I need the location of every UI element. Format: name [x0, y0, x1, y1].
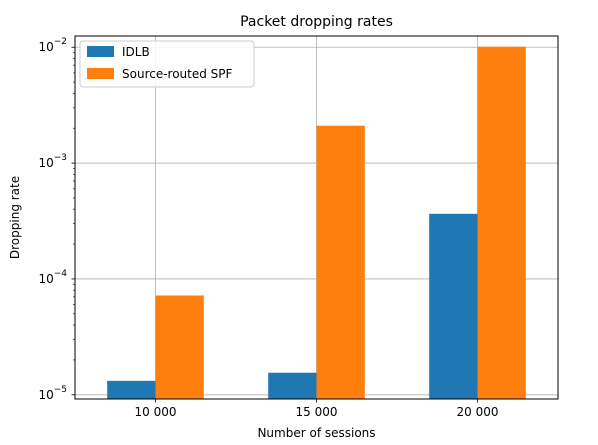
- bar-spf-1: [316, 125, 365, 399]
- y-tick-exponent: −5: [54, 385, 67, 395]
- bar-spf-0: [155, 295, 204, 399]
- x-tick-label: 20 000: [457, 405, 499, 419]
- chart-title: Packet dropping rates: [240, 14, 393, 30]
- legend: IDLB Source-routed SPF: [79, 40, 255, 88]
- y-axis-label: Dropping rate: [8, 176, 22, 259]
- legend-label-spf: Source-routed SPF: [122, 67, 233, 81]
- y-tick-exponent: −3: [54, 153, 67, 163]
- ticks: 10−510−410−310−210 000 15 000 20 000: [38, 37, 498, 419]
- y-tick-base: 10: [38, 272, 53, 286]
- legend-swatch-spf: [87, 68, 114, 79]
- legend-box: [79, 40, 255, 88]
- bars: [107, 46, 526, 400]
- y-tick-label: 10−2: [38, 37, 67, 54]
- y-tick-base: 10: [38, 40, 53, 54]
- x-tick-label: 10 000: [135, 405, 177, 419]
- bar-idlb-1: [268, 372, 317, 399]
- bar-spf-2: [477, 46, 526, 400]
- legend-swatch-idlb: [87, 46, 114, 57]
- x-tick-label: 15 000: [296, 405, 338, 419]
- x-axis-label: Number of sessions: [257, 426, 375, 440]
- bar-idlb-2: [429, 213, 478, 399]
- bar-idlb-0: [107, 380, 156, 399]
- y-tick-exponent: −2: [54, 37, 67, 47]
- y-tick-base: 10: [38, 388, 53, 402]
- y-tick-base: 10: [38, 156, 53, 170]
- legend-label-idlb: IDLB: [122, 45, 150, 59]
- y-tick-label: 10−4: [38, 269, 67, 286]
- y-tick-exponent: −4: [54, 269, 68, 279]
- y-tick-label: 10−3: [38, 153, 67, 170]
- y-tick-label: 10−5: [38, 385, 67, 402]
